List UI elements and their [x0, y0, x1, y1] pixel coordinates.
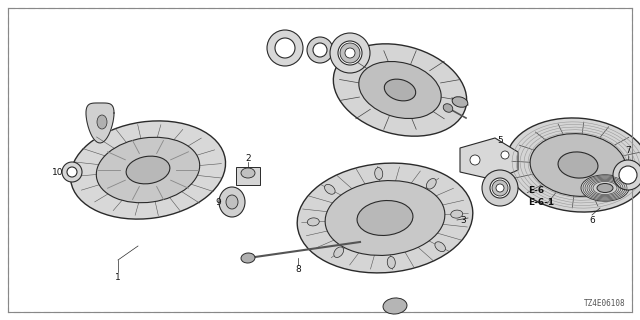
Circle shape: [482, 170, 518, 206]
Circle shape: [492, 180, 508, 196]
Text: 5: 5: [497, 135, 503, 145]
Ellipse shape: [435, 242, 445, 252]
Ellipse shape: [530, 134, 626, 196]
Circle shape: [267, 30, 303, 66]
Ellipse shape: [506, 118, 640, 212]
Ellipse shape: [226, 195, 238, 209]
Ellipse shape: [324, 184, 335, 194]
Text: 1: 1: [115, 274, 121, 283]
Ellipse shape: [126, 156, 170, 184]
Ellipse shape: [357, 201, 413, 236]
Text: 7: 7: [625, 146, 631, 155]
Text: 6: 6: [589, 215, 595, 225]
Ellipse shape: [452, 97, 468, 107]
Ellipse shape: [333, 44, 467, 136]
Ellipse shape: [241, 168, 255, 178]
Circle shape: [313, 43, 327, 57]
Text: 8: 8: [295, 266, 301, 275]
Circle shape: [496, 184, 504, 192]
Circle shape: [501, 151, 509, 159]
Polygon shape: [86, 103, 114, 143]
Ellipse shape: [359, 61, 441, 118]
Text: E-6-1: E-6-1: [528, 197, 554, 206]
Ellipse shape: [70, 121, 225, 219]
Text: 2: 2: [245, 154, 251, 163]
Circle shape: [340, 43, 360, 63]
Bar: [236, 167, 260, 185]
Ellipse shape: [241, 253, 255, 263]
Text: TZ4E06108: TZ4E06108: [584, 299, 625, 308]
Ellipse shape: [558, 152, 598, 178]
Circle shape: [490, 178, 510, 198]
Circle shape: [619, 166, 637, 184]
Ellipse shape: [325, 180, 445, 255]
Text: E-6: E-6: [528, 186, 544, 195]
Ellipse shape: [96, 137, 200, 203]
Ellipse shape: [383, 298, 407, 314]
Ellipse shape: [97, 115, 107, 129]
Polygon shape: [460, 138, 518, 180]
Circle shape: [330, 33, 370, 73]
Ellipse shape: [444, 104, 452, 112]
Circle shape: [345, 48, 355, 58]
Text: 9: 9: [215, 197, 221, 206]
Ellipse shape: [307, 218, 319, 226]
Circle shape: [275, 38, 295, 58]
Ellipse shape: [426, 179, 436, 189]
Circle shape: [470, 155, 480, 165]
Ellipse shape: [374, 168, 383, 180]
Circle shape: [307, 37, 333, 63]
Ellipse shape: [387, 257, 396, 268]
Ellipse shape: [219, 187, 245, 217]
Ellipse shape: [297, 163, 473, 273]
Text: 3: 3: [460, 215, 466, 225]
Ellipse shape: [384, 79, 416, 101]
Circle shape: [62, 162, 82, 182]
Ellipse shape: [451, 210, 463, 218]
Text: 10: 10: [52, 167, 64, 177]
Circle shape: [67, 167, 77, 177]
Circle shape: [338, 41, 362, 65]
Ellipse shape: [334, 247, 344, 258]
Ellipse shape: [597, 183, 613, 193]
Circle shape: [613, 160, 640, 190]
Ellipse shape: [581, 175, 629, 201]
